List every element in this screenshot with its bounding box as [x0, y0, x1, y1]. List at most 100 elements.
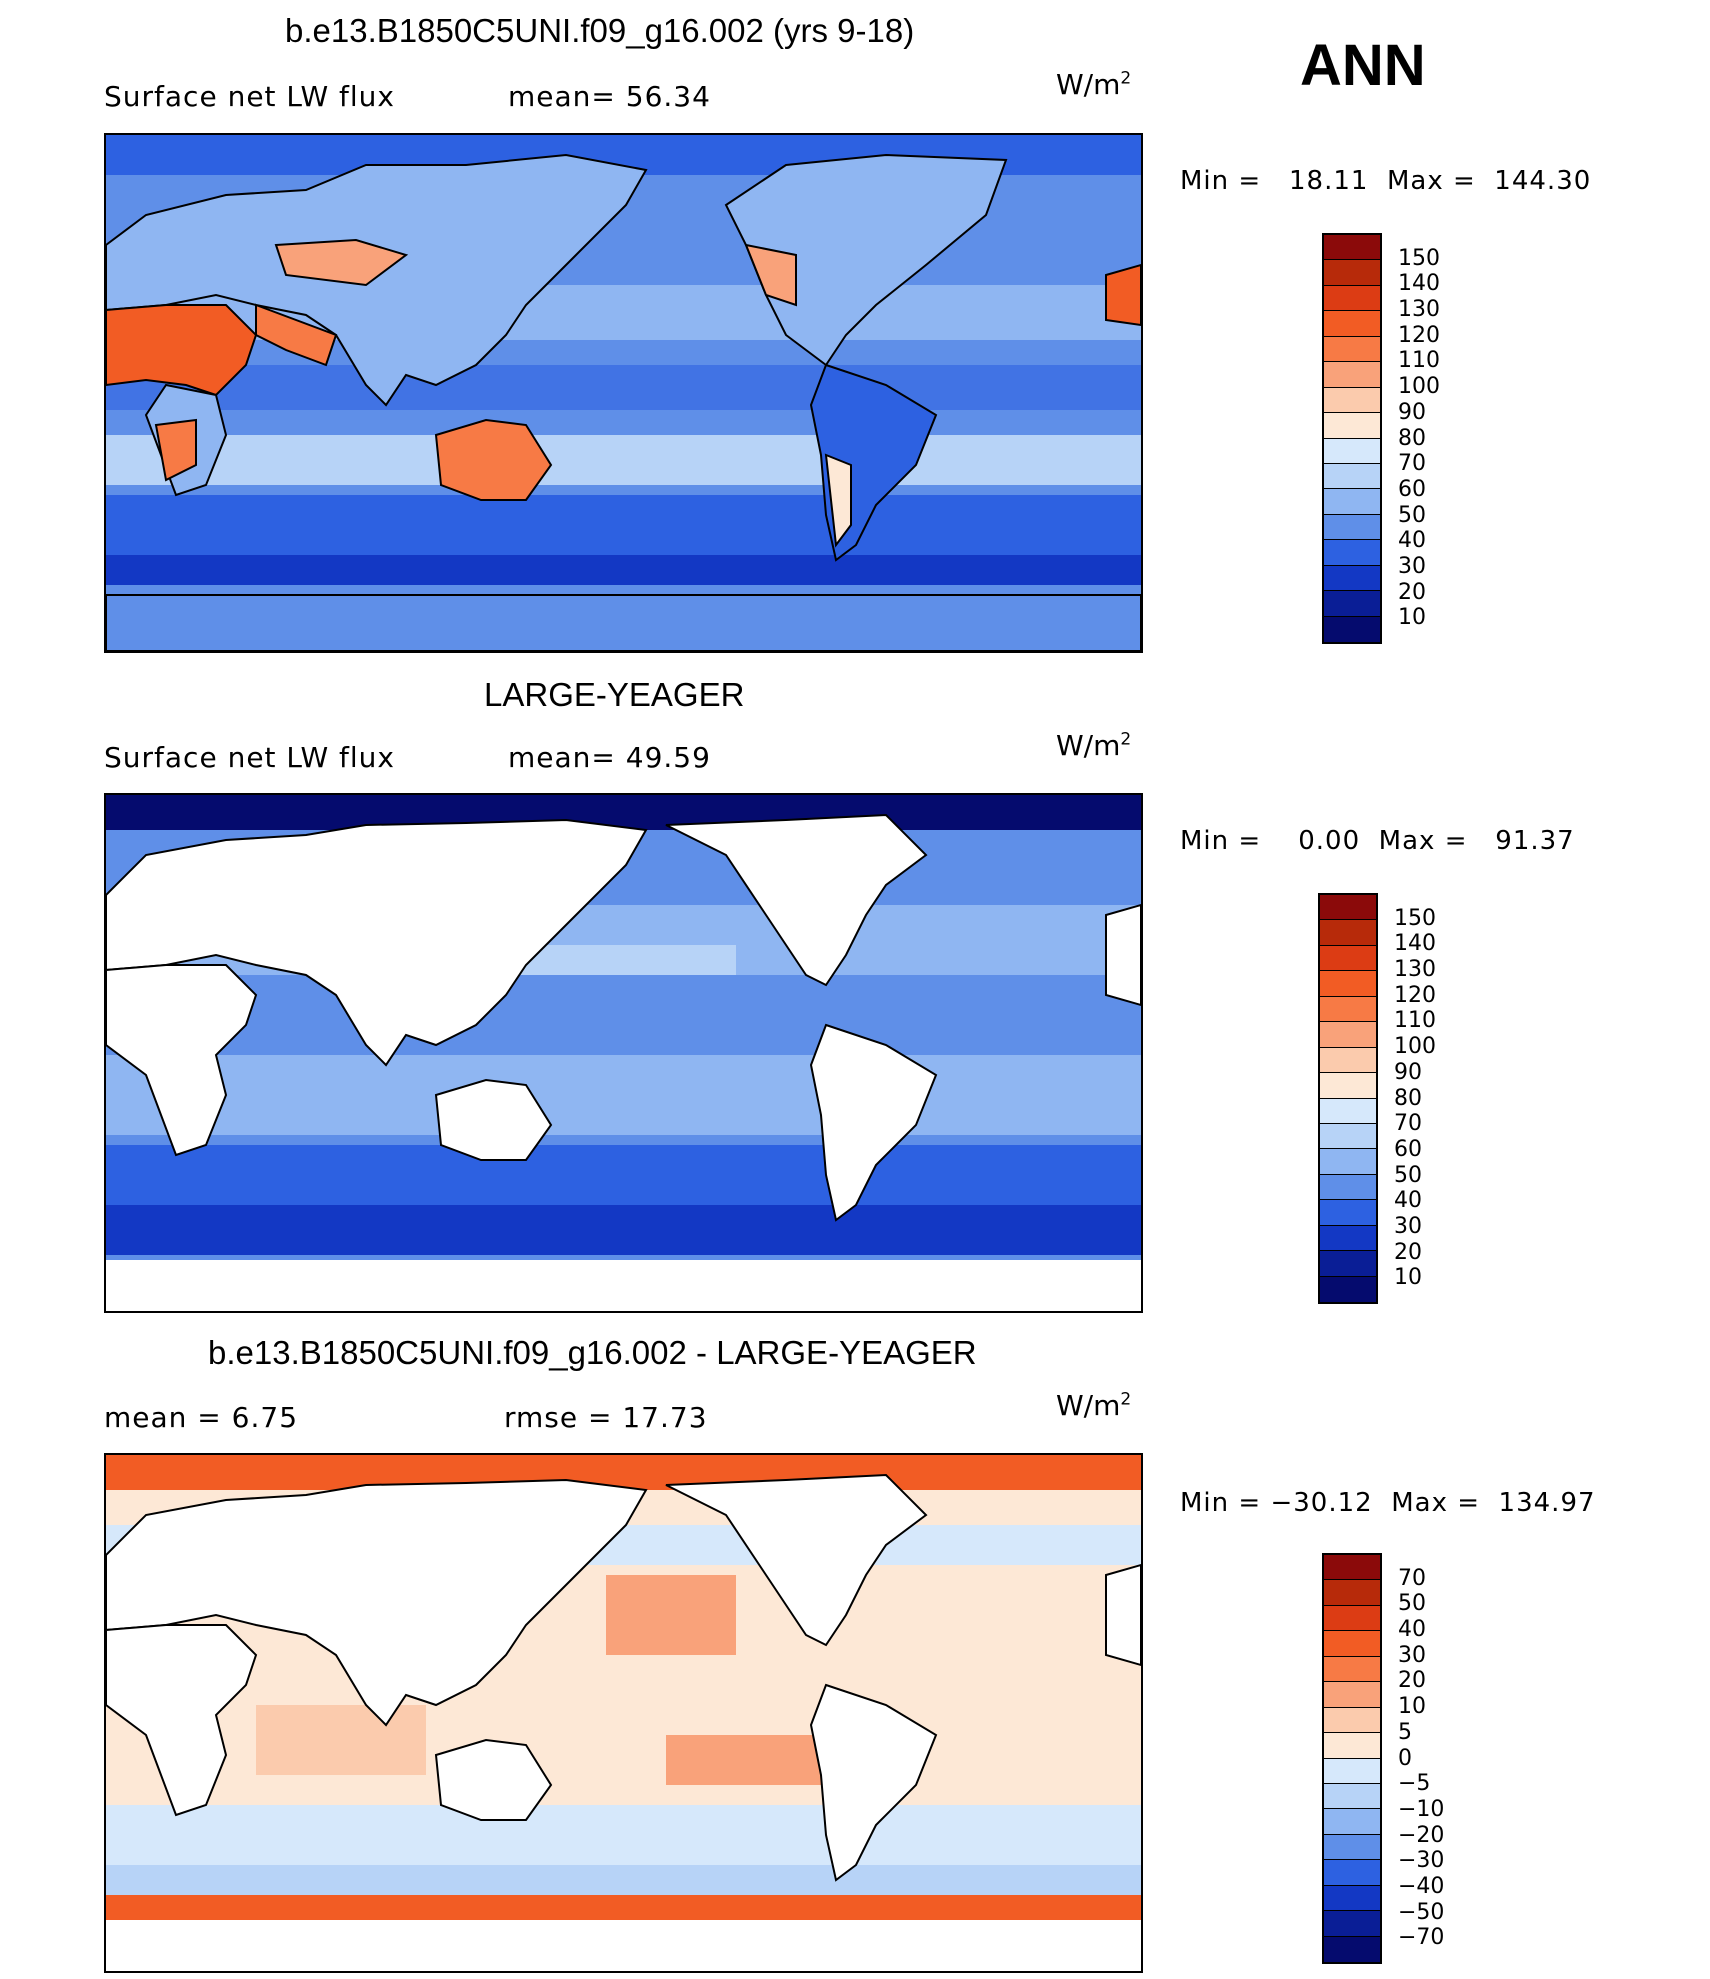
panel1-map: [104, 133, 1143, 653]
colorbar-level-label: 100: [1394, 1034, 1436, 1060]
south-america: [809, 1683, 938, 1882]
indian-ocean-warm: [256, 1705, 426, 1775]
colorbar-level-label: −50: [1398, 1899, 1445, 1925]
colorbar-level-label: 70: [1398, 451, 1426, 477]
arctic-band: [106, 795, 1141, 830]
subtropic-band-s: [106, 435, 1141, 485]
southern-ocean-deep: [106, 555, 1141, 585]
africa: [106, 1624, 258, 1817]
colorbar-level-label: 20: [1398, 1668, 1426, 1694]
colorbar-level-label: 50: [1398, 1591, 1426, 1617]
colorbar-level-label: 10: [1394, 1265, 1422, 1291]
colorbar-level-label: 5: [1398, 1719, 1412, 1745]
antarctica: [106, 594, 1141, 651]
colorbar-level-label: 130: [1398, 297, 1440, 323]
colorbar-swatch: [1320, 971, 1376, 997]
southern-ocean-deep: [106, 1205, 1141, 1255]
colorbar-swatch: [1324, 1707, 1380, 1734]
colorbar-level-label: −30: [1398, 1848, 1445, 1874]
panel1-units: W/m2: [1056, 68, 1132, 101]
colorbar-swatch: [1324, 565, 1380, 592]
australia: [434, 418, 553, 501]
panel1-left-label: Surface net LW flux: [104, 80, 395, 113]
colorbar-level-label: 120: [1398, 322, 1440, 348]
antarctica: [106, 1920, 1141, 1971]
panel1-minmax: Min = 18.11 Max = 144.30: [1180, 166, 1592, 196]
panel3-map: [104, 1453, 1143, 1973]
southern-ocean-band: [106, 495, 1141, 555]
colorbar-level-label: 50: [1398, 502, 1426, 528]
colorbar-swatch: [1324, 285, 1380, 312]
panel3-title: b.e13.B1850C5UNI.f09_g16.002 - LARGE-YEA…: [208, 1334, 977, 1371]
ne-pacific-warm: [606, 1575, 736, 1655]
colorbar-swatch: [1324, 336, 1380, 363]
colorbar-swatch: [1324, 1733, 1380, 1759]
colorbar-swatch: [1320, 1073, 1376, 1099]
panel3-map-svg: [106, 1455, 1141, 1971]
colorbar-level-label: −10: [1398, 1796, 1445, 1822]
colorbar-swatch: [1324, 438, 1380, 464]
eurasia: [106, 818, 648, 1067]
colorbar-swatch: [1324, 1809, 1380, 1835]
colorbar-swatch: [1324, 1631, 1380, 1657]
north-america: [665, 813, 928, 987]
colorbar-level-label: 10: [1398, 605, 1426, 631]
panel2-units: W/m2: [1056, 729, 1132, 762]
colorbar-swatch: [1320, 895, 1376, 921]
colorbar-level-label: 150: [1398, 245, 1440, 271]
colorbar-swatch: [1324, 514, 1380, 541]
panel2-right-label: mean= 49.59: [508, 741, 711, 774]
colorbar-level-label: 40: [1398, 1617, 1426, 1643]
panel1-land: [106, 153, 1141, 651]
australia: [434, 1738, 553, 1821]
colorbar-swatch: [1324, 1860, 1380, 1886]
west-africa-edge: [1105, 263, 1141, 327]
colorbar-swatch: [1324, 1605, 1380, 1632]
colorbar-swatch: [1320, 920, 1376, 946]
andes: [824, 453, 852, 548]
colorbar-level-label: 30: [1398, 1642, 1426, 1668]
antarctica: [106, 1260, 1141, 1311]
colorbar-swatch: [1324, 1682, 1380, 1708]
colorbar-level-label: 120: [1394, 982, 1436, 1008]
colorbar-level-label: 80: [1394, 1085, 1422, 1111]
colorbar-swatch: [1324, 616, 1380, 642]
panel1-right-label: mean= 56.34: [508, 80, 711, 113]
colorbar-swatch: [1320, 1174, 1376, 1201]
panel3-units: W/m2: [1056, 1389, 1132, 1422]
colorbar-swatch: [1324, 540, 1380, 566]
sw-north-america: [744, 243, 797, 307]
colorbar-swatch: [1320, 1149, 1376, 1175]
colorbar-level-label: −40: [1398, 1873, 1445, 1899]
subtropic-band-s: [106, 1055, 1141, 1135]
west-africa-edge: [1105, 1563, 1141, 1667]
panel2-land: [106, 813, 1141, 1311]
arabia: [255, 303, 338, 367]
eurasia: [106, 153, 648, 407]
colorbar-level-label: 110: [1394, 1008, 1436, 1034]
colorbar-level-label: 40: [1394, 1188, 1422, 1214]
south-america: [809, 1023, 938, 1222]
kalahari: [154, 418, 197, 482]
colorbar-level-label: 10: [1398, 1694, 1426, 1720]
panel1-map-svg: [106, 135, 1141, 651]
panel2-map-svg: [106, 795, 1141, 1311]
arctic-band: [106, 1455, 1141, 1490]
panel3-right-label: rmse = 17.73: [504, 1401, 708, 1434]
colorbar-swatch: [1320, 1276, 1376, 1302]
central-asia: [274, 238, 409, 287]
australia: [434, 1078, 553, 1161]
colorbar-swatch: [1324, 1834, 1380, 1861]
colorbar-level-label: 30: [1398, 553, 1426, 579]
west-africa-edge: [1105, 903, 1141, 1007]
colorbar-level-label: 60: [1398, 476, 1426, 502]
panel2-colorbar: [1318, 893, 1378, 1304]
colorbar-level-label: 110: [1398, 348, 1440, 374]
se-pacific-warm: [666, 1735, 836, 1785]
colorbar-swatch: [1320, 996, 1376, 1023]
panel2-minmax: Min = 0.00 Max = 91.37: [1180, 826, 1575, 856]
colorbar-swatch: [1324, 1911, 1380, 1937]
colorbar-level-label: −70: [1398, 1925, 1445, 1951]
colorbar-swatch: [1324, 413, 1380, 439]
colorbar-level-label: 20: [1394, 1239, 1422, 1265]
